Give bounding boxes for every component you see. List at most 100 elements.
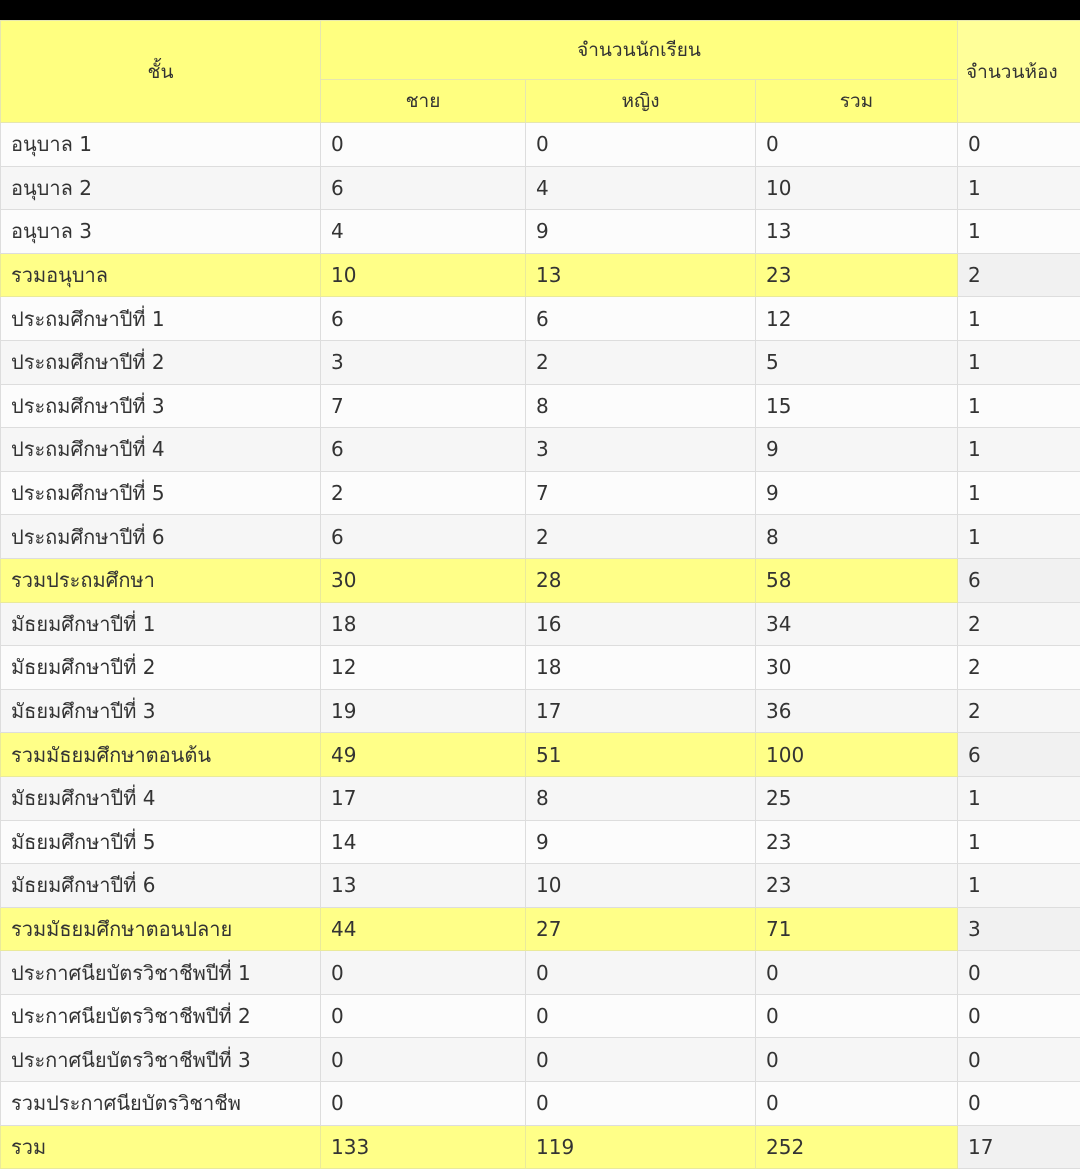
- cell-rooms: 6: [958, 558, 1080, 602]
- cell-female: 0: [526, 994, 756, 1038]
- cell-female: 0: [526, 123, 756, 167]
- cell-rooms: 1: [958, 820, 1080, 864]
- cell-rooms: 2: [958, 646, 1080, 690]
- cell-rooms: 0: [958, 1082, 1080, 1126]
- cell-male: 10: [321, 253, 526, 297]
- cell-rooms: 0: [958, 994, 1080, 1038]
- cell-rooms: 0: [958, 123, 1080, 167]
- cell-grade: มัธยมศึกษาปีที่ 6: [1, 864, 321, 908]
- cell-rooms: 0: [958, 951, 1080, 995]
- student-count-table-container: ชั้น จำนวนนักเรียน จำนวนห้อง ชาย หญิง รว…: [0, 20, 1080, 1165]
- cell-male: 6: [321, 428, 526, 472]
- cell-total: 12: [756, 297, 958, 341]
- cell-female: 18: [526, 646, 756, 690]
- header-total: รวม: [756, 80, 958, 123]
- cell-female: 8: [526, 384, 756, 428]
- cell-male: 6: [321, 515, 526, 559]
- cell-male: 0: [321, 123, 526, 167]
- cell-female: 119: [526, 1125, 756, 1169]
- cell-female: 17: [526, 689, 756, 733]
- cell-male: 0: [321, 1038, 526, 1082]
- header-students: จำนวนนักเรียน: [321, 21, 958, 80]
- cell-female: 0: [526, 1082, 756, 1126]
- cell-grade: รวม: [1, 1125, 321, 1169]
- cell-grade: อนุบาล 2: [1, 166, 321, 210]
- cell-male: 3: [321, 340, 526, 384]
- cell-grade: ประถมศึกษาปีที่ 1: [1, 297, 321, 341]
- cell-total: 5: [756, 340, 958, 384]
- cell-rooms: 1: [958, 776, 1080, 820]
- cell-grade: มัธยมศึกษาปีที่ 1: [1, 602, 321, 646]
- cell-female: 4: [526, 166, 756, 210]
- cell-male: 30: [321, 558, 526, 602]
- cell-grade: ประถมศึกษาปีที่ 3: [1, 384, 321, 428]
- cell-total: 23: [756, 820, 958, 864]
- cell-rooms: 0: [958, 1038, 1080, 1082]
- cell-female: 9: [526, 820, 756, 864]
- cell-grade: มัธยมศึกษาปีที่ 2: [1, 646, 321, 690]
- cell-total: 13: [756, 210, 958, 254]
- cell-male: 2: [321, 471, 526, 515]
- cell-total: 23: [756, 864, 958, 908]
- cell-female: 7: [526, 471, 756, 515]
- cell-female: 9: [526, 210, 756, 254]
- cell-female: 2: [526, 515, 756, 559]
- cell-total: 10: [756, 166, 958, 210]
- header-rooms: จำนวนห้อง: [958, 21, 1080, 123]
- cell-male: 14: [321, 820, 526, 864]
- cell-male: 133: [321, 1125, 526, 1169]
- cell-grade: อนุบาล 1: [1, 123, 321, 167]
- cell-rooms: 2: [958, 602, 1080, 646]
- cell-total: 9: [756, 428, 958, 472]
- header-grade: ชั้น: [1, 21, 321, 123]
- cell-grade: ประถมศึกษาปีที่ 2: [1, 340, 321, 384]
- cell-grade: ประกาศนียบัตรวิชาชีพปีที่ 1: [1, 951, 321, 995]
- cell-female: 3: [526, 428, 756, 472]
- cell-rooms: 17: [958, 1125, 1080, 1169]
- cell-grade: รวมประกาศนียบัตรวิชาชีพ: [1, 1082, 321, 1126]
- cell-rooms: 1: [958, 166, 1080, 210]
- cell-grade: ประถมศึกษาปีที่ 6: [1, 515, 321, 559]
- cell-total: 36: [756, 689, 958, 733]
- cell-female: 0: [526, 951, 756, 995]
- cell-total: 0: [756, 1038, 958, 1082]
- cell-grade: ประถมศึกษาปีที่ 5: [1, 471, 321, 515]
- cell-rooms: 1: [958, 471, 1080, 515]
- header-female: หญิง: [526, 80, 756, 123]
- cell-female: 27: [526, 907, 756, 951]
- cell-total: 252: [756, 1125, 958, 1169]
- cell-total: 0: [756, 951, 958, 995]
- cell-total: 0: [756, 1082, 958, 1126]
- cell-female: 2: [526, 340, 756, 384]
- cell-grade: มัธยมศึกษาปีที่ 3: [1, 689, 321, 733]
- cell-rooms: 1: [958, 864, 1080, 908]
- cell-total: 71: [756, 907, 958, 951]
- cell-rooms: 2: [958, 689, 1080, 733]
- cell-total: 23: [756, 253, 958, 297]
- cell-total: 15: [756, 384, 958, 428]
- cell-total: 0: [756, 123, 958, 167]
- cell-grade: รวมประถมศึกษา: [1, 558, 321, 602]
- cell-grade: ประกาศนียบัตรวิชาชีพปีที่ 3: [1, 1038, 321, 1082]
- cell-female: 0: [526, 1038, 756, 1082]
- cell-grade: มัธยมศึกษาปีที่ 5: [1, 820, 321, 864]
- cell-male: 0: [321, 951, 526, 995]
- cell-female: 6: [526, 297, 756, 341]
- cell-rooms: 1: [958, 340, 1080, 384]
